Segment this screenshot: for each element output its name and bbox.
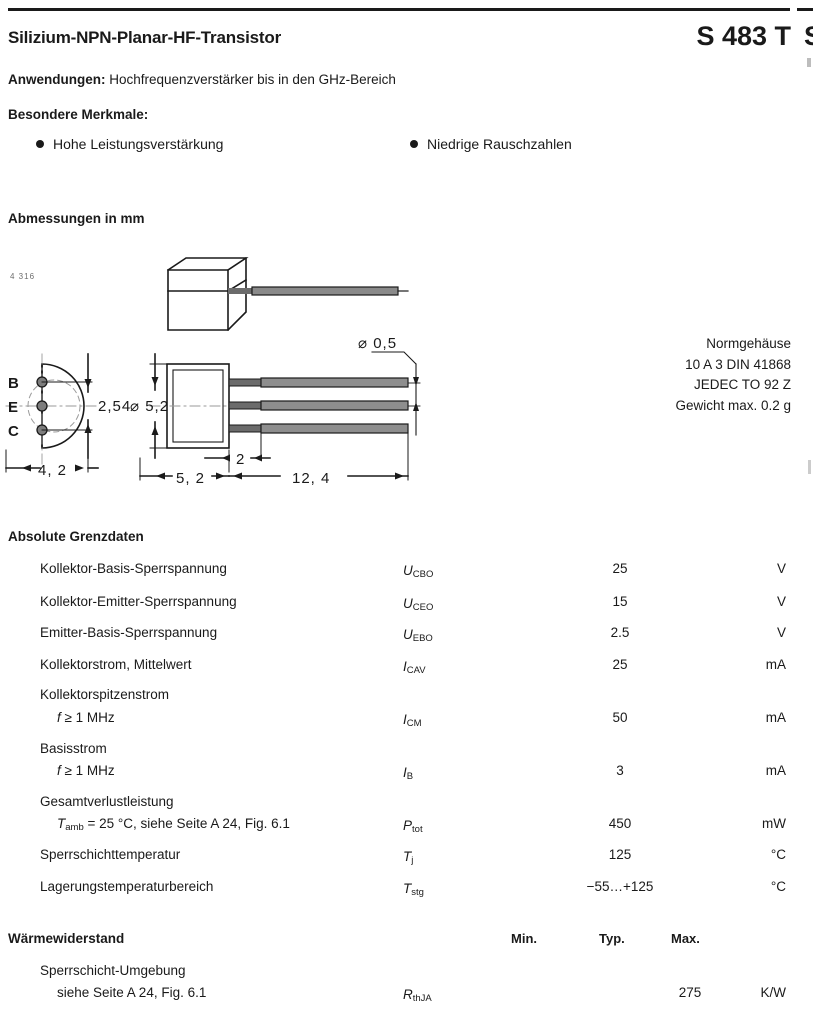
row-value: 2.5 <box>610 625 630 640</box>
feature-item: Niedrige Rauschzahlen <box>410 136 572 152</box>
drawing-code: 4 316 <box>10 272 36 281</box>
package-note-line: 10 A 3 DIN 41868 <box>685 356 791 372</box>
row-value: 125 <box>608 847 632 862</box>
column-header-typ: Typ. <box>599 931 625 946</box>
row-unit: V <box>776 561 786 576</box>
feature-label: Niedrige Rauschzahlen <box>427 136 572 152</box>
callout-lead-diameter: ⌀ 0,5 <box>358 335 397 352</box>
row-unit: K/W <box>760 985 787 1000</box>
part-number: S 483 T <box>696 21 791 51</box>
row-value: 50 <box>612 710 628 725</box>
row-unit: mA <box>765 710 786 725</box>
row-value: 3 <box>616 763 624 778</box>
part-number-edge-fragment: S <box>804 21 813 52</box>
row-label: Sperrschicht-Umgebung <box>40 963 186 978</box>
dim-lead-diameter <box>371 351 421 436</box>
scan-artifact <box>808 460 811 474</box>
callout-body-width-bottom: 4, 2 <box>38 462 67 479</box>
row-symbol: Ptot <box>403 818 423 835</box>
row-label: Basisstrom <box>40 741 107 756</box>
row-label: Gesamtverlustleistung <box>40 794 174 809</box>
pin-label-e: E <box>8 399 18 416</box>
scan-artifact <box>807 58 811 67</box>
row-unit: mA <box>765 657 786 672</box>
row-value: 15 <box>612 594 628 609</box>
row-label: Lagerungstemperaturbereich <box>40 879 214 894</box>
row-symbol: ICM <box>403 712 422 729</box>
row-symbol: Tj <box>403 849 414 866</box>
row-label: Kollektor-Emitter-Sperrspannung <box>40 594 237 609</box>
drawing-top-view-lead <box>228 286 409 296</box>
package-note: Normgehäuse 10 A 3 DIN 41868 JEDEC TO 92… <box>675 334 791 416</box>
row-symbol: RthJA <box>403 987 432 1004</box>
header-rule-edge-fragment <box>797 8 813 11</box>
row-symbol: UCBO <box>403 563 434 580</box>
bullet-icon <box>36 140 44 148</box>
row-unit: V <box>776 594 786 609</box>
row-label: Sperrschichttemperatur <box>40 847 181 862</box>
row-value: 25 <box>612 561 628 576</box>
package-note-line: Gewicht max. 0.2 g <box>675 397 791 413</box>
applications-label: Anwendungen: <box>8 72 106 87</box>
row-sublabel: f ≥ 1 MHz <box>57 763 115 778</box>
row-unit: mW <box>762 816 786 831</box>
row-unit: °C <box>770 879 786 894</box>
row-unit: mA <box>765 763 786 778</box>
column-header-max: Max. <box>671 931 700 946</box>
dim-body-diameter <box>149 353 172 459</box>
feature-label: Hohe Leistungsverstärkung <box>53 136 224 152</box>
row-label: Kollektorstrom, Mittelwert <box>40 657 192 672</box>
row-symbol: UEBO <box>403 627 433 644</box>
drawing-side-view-leads <box>228 377 409 434</box>
features-heading: Besondere Merkmale: <box>8 107 149 122</box>
dim-body-width-side <box>139 457 230 481</box>
row-sublabel: Tamb = 25 °C, siehe Seite A 24, Fig. 6.1 <box>57 816 290 833</box>
bullet-icon <box>410 140 418 148</box>
dimensions-heading: Abmessungen in mm <box>8 211 145 226</box>
callout-body-diameter: ⌀ 5,2 <box>130 398 169 415</box>
thermal-resistance-heading: Wärmewiderstand <box>8 931 125 946</box>
dim-lead-length <box>228 433 409 481</box>
row-value-max: 275 <box>678 985 702 1000</box>
pin-label-b: B <box>8 375 19 392</box>
applications-line: Anwendungen: Hochfrequenzverstärker bis … <box>8 72 396 87</box>
row-unit: °C <box>770 847 786 862</box>
row-sublabel: f ≥ 1 MHz <box>57 710 115 725</box>
callout-body-width-side: 5, 2 <box>176 470 205 487</box>
feature-item: Hohe Leistungsverstärkung <box>36 136 223 152</box>
drawing-bottom-view <box>5 353 101 465</box>
package-note-line: Normgehäuse <box>706 336 791 351</box>
applications-text: Hochfrequenzverstärker bis in den GHz-Be… <box>109 72 396 87</box>
row-symbol: UCEO <box>403 596 434 613</box>
row-sublabel: siehe Seite A 24, Fig. 6.1 <box>57 985 207 1000</box>
row-label: Kollektor-Basis-Sperrspannung <box>40 561 227 576</box>
row-symbol: IB <box>403 765 414 782</box>
column-header-min: Min. <box>511 931 537 946</box>
dim-body-width-bottom <box>5 435 99 473</box>
row-label: Kollektorspitzenstrom <box>40 687 170 702</box>
row-label: Emitter-Basis-Sperrspannung <box>40 625 218 640</box>
page-title: Silizium-NPN-Planar-HF-Transistor <box>8 28 281 47</box>
dim-lead-offset <box>204 431 271 473</box>
row-value: 25 <box>612 657 628 672</box>
absolute-ratings-heading: Absolute Grenzdaten <box>8 529 144 544</box>
package-drawing: B E C 2,54 ⌀ 5,2 4, 2 5, 2 2 12, 4 ⌀ 0,5 <box>5 257 421 487</box>
header-rule <box>8 8 790 11</box>
row-value: −55…+125 <box>586 879 654 894</box>
callout-lead-offset: 2 <box>236 451 245 468</box>
callout-lead-length: 12, 4 <box>292 470 330 487</box>
row-symbol: ICAV <box>403 659 426 676</box>
package-note-line: JEDEC TO 92 Z <box>693 377 791 392</box>
pin-label-c: C <box>8 423 19 440</box>
row-unit: V <box>776 625 786 640</box>
callout-pin-pitch: 2,54 <box>98 398 131 415</box>
row-value: 450 <box>608 816 632 831</box>
row-symbol: Tstg <box>403 881 424 898</box>
